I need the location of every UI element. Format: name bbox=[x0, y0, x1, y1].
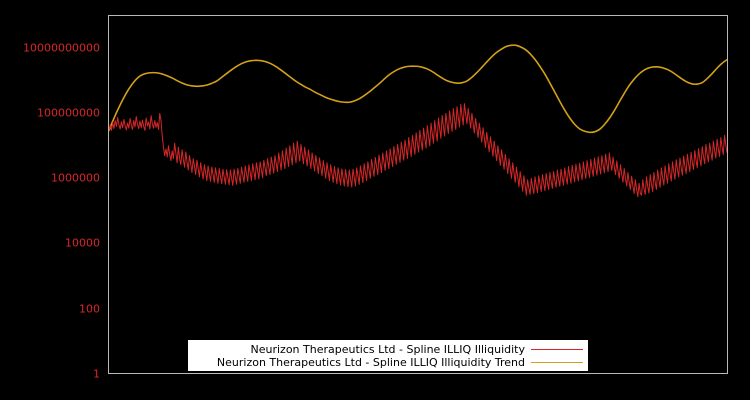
illiquidity-line bbox=[109, 103, 727, 198]
trend-series-group bbox=[109, 44, 727, 134]
y-tick-label-0: 10000000000 bbox=[23, 41, 100, 55]
y-tick-label-4: 100 bbox=[79, 302, 100, 316]
legend-entry-trend[interactable]: Neurizon Therapeutics Ltd - Spline ILLIQ… bbox=[193, 356, 583, 369]
y-tick-label-2: 1000000 bbox=[51, 171, 100, 185]
legend-label-trend: Neurizon Therapeutics Ltd - Spline ILLIQ… bbox=[216, 355, 525, 369]
illiq-series-group bbox=[109, 103, 727, 198]
legend-entry-illiquidity[interactable]: Neurizon Therapeutics Ltd - Spline ILLIQ… bbox=[193, 343, 583, 356]
y-tick-label-5: 1 bbox=[93, 367, 100, 381]
y-tick-label-1: 100000000 bbox=[37, 106, 100, 120]
chart-legend[interactable]: Neurizon Therapeutics Ltd - Spline ILLIQ… bbox=[188, 340, 588, 371]
plot-area bbox=[108, 15, 728, 374]
legend-swatch-illiquidity bbox=[531, 348, 583, 350]
series-canvas bbox=[109, 44, 727, 198]
legend-label-illiquidity: Neurizon Therapeutics Ltd - Spline ILLIQ… bbox=[250, 342, 526, 356]
y-axis-tick-labels: 10000000000 100000000 1000000 10000 100 1 bbox=[0, 0, 104, 400]
legend-swatch-trend bbox=[531, 361, 583, 363]
y-tick-label-3: 10000 bbox=[65, 236, 100, 250]
spline-trend-line bbox=[109, 44, 727, 134]
